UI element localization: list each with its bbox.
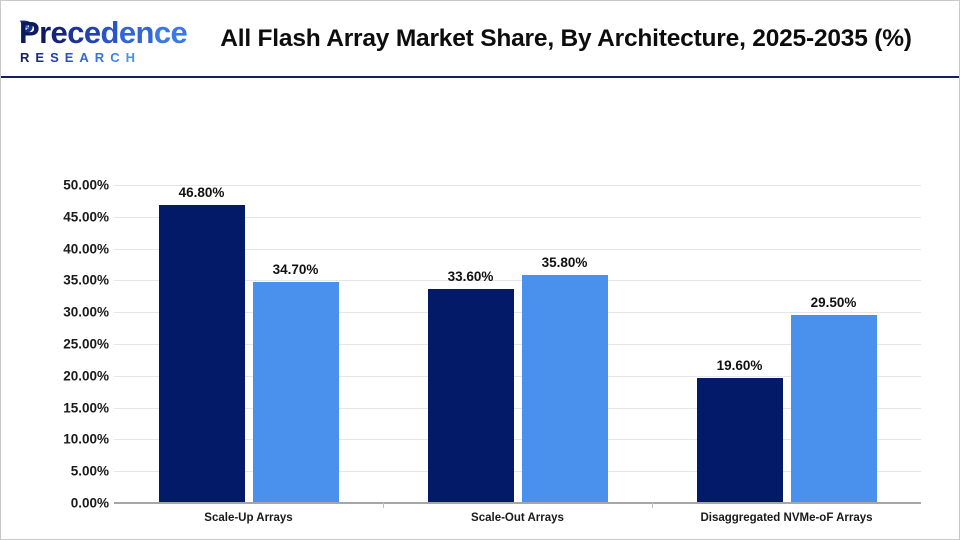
bar-value-label: 35.80% [541,255,588,271]
bar-group: 46.80% 34.70% [158,185,339,503]
bar-2025-2[interactable] [427,289,514,503]
x-axis-category-label: Scale-Up Arrays [204,512,293,524]
gridline [114,185,921,186]
bar-value-label: 29.50% [810,295,857,311]
gridline [114,280,921,282]
bar-2025-3[interactable] [696,378,783,503]
y-axis-tick-label: 50.00% [63,177,109,193]
bar-value-label: 46.80% [178,185,225,201]
x-axis-category-label: Disaggregated NVMe-oF Arrays [700,512,873,524]
precedence-research-logo: Precedence RESEARCH [15,17,188,67]
y-axis-tick-label: 25.00% [63,336,109,352]
y-axis-tick-label: 15.00% [63,400,109,416]
bar-value-label: 19.60% [716,358,763,374]
x-axis-tick [652,502,653,508]
y-axis-tick-label: 35.00% [63,272,109,288]
chart-body: 0.00% 5.00% 10.00% 15.00% 20.00% 25.00% 30.00%… [1,80,959,539]
gridline [114,248,921,250]
bar-group: 19.60% 29.50% [696,185,877,503]
gridline [114,312,921,314]
plot-area: 46.80% 34.70% 33.60% 35.80% 19.60% 29.50% [114,185,921,503]
gridline [114,471,921,473]
bar-2035-2[interactable] [521,275,608,503]
x-axis-tick [383,502,384,508]
page-title: All Flash Array Market Share, By Archite… [220,24,912,52]
bar-2035-3[interactable] [790,315,877,503]
y-axis-tick-label: 5.00% [70,463,109,479]
bar-2035-1[interactable] [252,282,339,503]
y-axis-tick-label: 45.00% [63,209,109,225]
y-axis-tick-label: 10.00% [63,431,109,447]
chart-header: Precedence RESEARCH All Flash Array Mark… [1,1,959,78]
bar-value-label: 34.70% [272,262,319,278]
y-axis-tick-label: 40.00% [63,241,109,257]
x-axis-line [114,502,921,504]
x-axis-category-label: Scale-Out Arrays [471,512,564,524]
y-axis-tick-label: 30.00% [63,304,109,320]
logo-subtitle: RESEARCH [20,50,141,65]
y-axis-tick-label: 0.00% [70,495,109,511]
gridline [114,439,921,441]
gridline [114,407,921,409]
bar-2025-1[interactable] [158,205,245,503]
y-axis-labels: 0.00% 5.00% 10.00% 15.00% 20.00% 25.00% 30.00%… [37,178,109,511]
bar-value-label: 33.60% [447,269,494,285]
gridline [114,375,921,377]
bar-group: 33.60% 35.80% [427,185,608,503]
logo-wordmark: Precedence [19,15,188,50]
gridline [114,216,921,218]
leaf-mark-icon [19,20,33,33]
gridline [114,344,921,345]
y-axis-tick-label: 20.00% [63,368,109,384]
